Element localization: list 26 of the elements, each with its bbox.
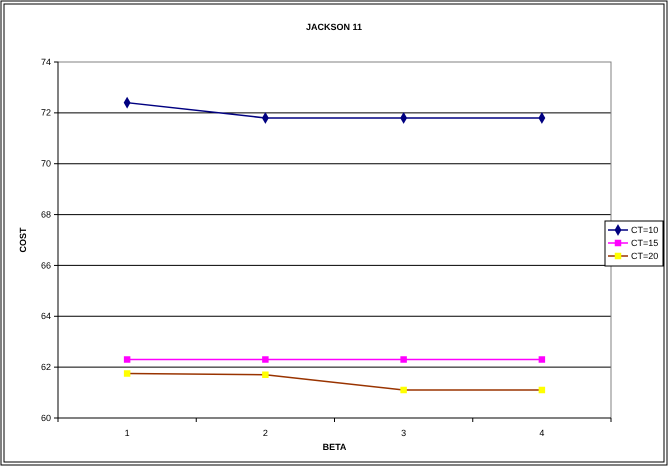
y-tick-label: 72 — [40, 108, 51, 118]
point — [124, 356, 130, 363]
x-tick-label: 4 — [539, 428, 544, 438]
legend-label: CT=15 — [631, 238, 658, 248]
point — [400, 356, 407, 363]
y-tick-label: 64 — [40, 311, 51, 322]
legend-label: CT=20 — [631, 251, 658, 261]
point — [400, 386, 407, 394]
chart-title: JACKSON 11 — [306, 22, 362, 32]
y-tick-label: 68 — [40, 209, 51, 220]
x-axis-title: BETA — [322, 442, 347, 452]
y-tick-label: 74 — [40, 56, 51, 67]
point — [538, 386, 546, 394]
y-axis-title: COST — [18, 227, 28, 253]
point — [538, 356, 546, 363]
legend-label: CT=10 — [631, 225, 658, 235]
x-tick-label: 1 — [124, 428, 130, 438]
y-tick-label: 66 — [40, 260, 51, 270]
point — [262, 356, 269, 363]
point — [262, 372, 269, 378]
y-tick-label: 62 — [40, 362, 51, 372]
point — [124, 370, 130, 377]
y-tick-label: 60 — [40, 412, 51, 423]
x-tick-label: 3 — [401, 428, 406, 438]
x-tick-label: 2 — [262, 428, 268, 438]
y-tick-label: 70 — [40, 158, 51, 169]
